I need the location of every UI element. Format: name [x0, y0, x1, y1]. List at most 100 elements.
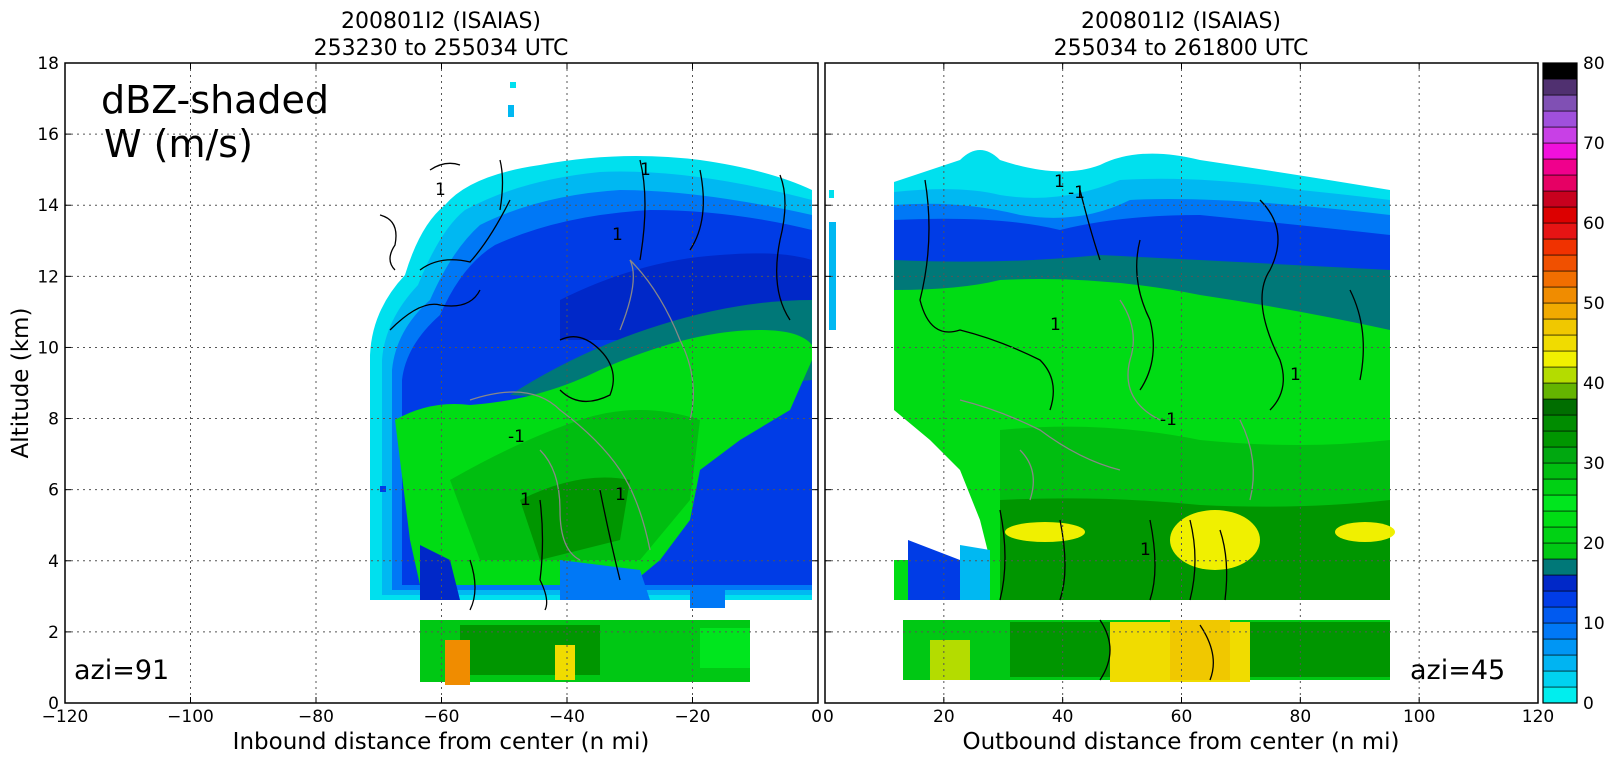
colorbar-tick-label: 60: [1583, 214, 1605, 234]
colorbar-segment: [1542, 142, 1578, 160]
reflectivity-colorbar: 0 10 20 30 40 50 60 70 80: [1542, 54, 1605, 714]
right-xtick-label: 20: [933, 707, 955, 727]
svg-text:1: 1: [615, 485, 626, 505]
colorbar-segment: [1542, 270, 1578, 288]
y-tick-label: 18: [37, 54, 59, 74]
right-axis-ticks: 0 20 40 60 80 100 120: [823, 62, 1554, 727]
y-tick-label: 16: [37, 125, 59, 145]
colorbar-segment: [1542, 334, 1578, 352]
colorbar-tick-label: 10: [1583, 614, 1605, 634]
colorbar-tick-label: 40: [1583, 374, 1605, 394]
colorbar-segment: [1542, 318, 1578, 336]
y-tick-label: 12: [37, 267, 59, 287]
svg-text:1: 1: [612, 225, 623, 245]
svg-text:1: 1: [1050, 315, 1061, 335]
colorbar-segment: [1542, 558, 1578, 576]
colorbar-segment: [1542, 94, 1578, 112]
colorbar-tick-label: 50: [1583, 294, 1605, 314]
y-tick-label: 10: [37, 338, 59, 358]
colorbar-segment: [1542, 670, 1578, 688]
right-xtick-label: 0: [823, 707, 834, 727]
colorbar-segment: [1542, 606, 1578, 624]
colorbar-segment: [1542, 526, 1578, 544]
colorbar-segment: [1542, 110, 1578, 128]
colorbar-segment: [1542, 414, 1578, 432]
colorbar-segment: [1542, 126, 1578, 144]
colorbar-segment: [1542, 638, 1578, 656]
colorbar-segment: [1542, 462, 1578, 480]
right-title-line2: 255034 to 261800 UTC: [1054, 36, 1309, 61]
colorbar-tick-label: 70: [1583, 134, 1605, 154]
left-xtick-label: −20: [675, 707, 711, 727]
colorbar-segment: [1542, 238, 1578, 256]
right-title-line1: 200801I2 (ISAIAS): [1081, 9, 1281, 34]
svg-text:-1: -1: [508, 427, 525, 447]
colorbar-segment: [1542, 286, 1578, 304]
colorbar-segment: [1542, 622, 1578, 640]
left-axis-ticks: −120 −100 −80 −60 −40 −20 0 0 2 4 6 8 10 12 14 16 18: [37, 54, 822, 727]
colorbar-tick-label: 30: [1583, 454, 1605, 474]
colorbar-segment: [1542, 590, 1578, 608]
colorbar-frame: [1542, 62, 1578, 704]
colorbar-segment: [1542, 574, 1578, 592]
left-contour-labels: -1 1 1 1 1 1: [435, 160, 651, 510]
colorbar-tick-label: 80: [1583, 54, 1605, 74]
right-x-axis-label: Outbound distance from center (n mi): [963, 729, 1400, 755]
colorbar-segment: [1542, 190, 1578, 208]
colorbar-segment: [1542, 78, 1578, 96]
colorbar-segment: [1542, 254, 1578, 272]
svg-text:-1: -1: [1160, 410, 1177, 430]
left-xtick-label: −80: [298, 707, 334, 727]
colorbar-segment: [1542, 206, 1578, 224]
colorbar-segment: [1542, 222, 1578, 240]
colorbar-segment: [1542, 174, 1578, 192]
colorbar-segment: [1542, 398, 1578, 416]
colorbar-segment: [1542, 654, 1578, 672]
svg-text:1: 1: [1054, 172, 1065, 192]
y-tick-label: 8: [48, 410, 59, 430]
right-xtick-label: 60: [1171, 707, 1193, 727]
svg-text:1: 1: [435, 180, 446, 200]
y-tick-label: 14: [37, 196, 59, 216]
y-tick-label: 2: [48, 623, 59, 643]
right-xtick-label: 80: [1290, 707, 1312, 727]
left-vertical-velocity-contours: [379, 159, 791, 611]
left-reflectivity-field: [370, 82, 812, 685]
colorbar-segment: [1542, 542, 1578, 560]
left-xtick-label: 0: [811, 707, 822, 727]
colorbar-segment: [1542, 302, 1578, 320]
colorbar-segment: [1542, 478, 1578, 496]
colorbar-segment: [1542, 350, 1578, 368]
colorbar-segment: [1542, 686, 1578, 704]
colorbar-segment: [1542, 382, 1578, 400]
left-xtick-label: −120: [42, 707, 89, 727]
colorbar-segment: [1542, 366, 1578, 384]
right-vertical-velocity-contours: [919, 179, 1364, 681]
right-reflectivity-field: [829, 150, 1395, 682]
left-gridlines: [65, 63, 818, 703]
right-xtick-label: 120: [1522, 707, 1554, 727]
y-tick-label: 4: [48, 552, 59, 572]
colorbar-segment: [1542, 510, 1578, 528]
svg-text:1: 1: [1290, 365, 1301, 385]
annotation-dbz-shaded: dBZ-shaded: [101, 78, 329, 122]
left-azimuth-label: azi=91: [74, 655, 169, 686]
colorbar-segment: [1542, 494, 1578, 512]
left-x-axis-label: Inbound distance from center (n mi): [233, 729, 650, 755]
colorbar-segment: [1542, 430, 1578, 448]
y-axis-label: Altitude (km): [8, 308, 34, 459]
y-tick-label: 0: [48, 694, 59, 714]
annotation-w-units: W (m/s): [104, 122, 253, 166]
colorbar-segment: [1542, 446, 1578, 464]
left-title-line2: 253230 to 255034 UTC: [314, 36, 569, 61]
right-contour-labels: 1 -1 -1 1 1 1: [1050, 172, 1301, 560]
colorbar-tick-label: 0: [1583, 694, 1594, 714]
left-xtick-label: −40: [549, 707, 585, 727]
colorbar-tick-label: 20: [1583, 534, 1605, 554]
right-azimuth-label: azi=45: [1410, 655, 1505, 686]
svg-text:1: 1: [520, 490, 531, 510]
right-xtick-label: 100: [1403, 707, 1435, 727]
right-xtick-label: 40: [1052, 707, 1074, 727]
colorbar-segment: [1542, 62, 1578, 80]
